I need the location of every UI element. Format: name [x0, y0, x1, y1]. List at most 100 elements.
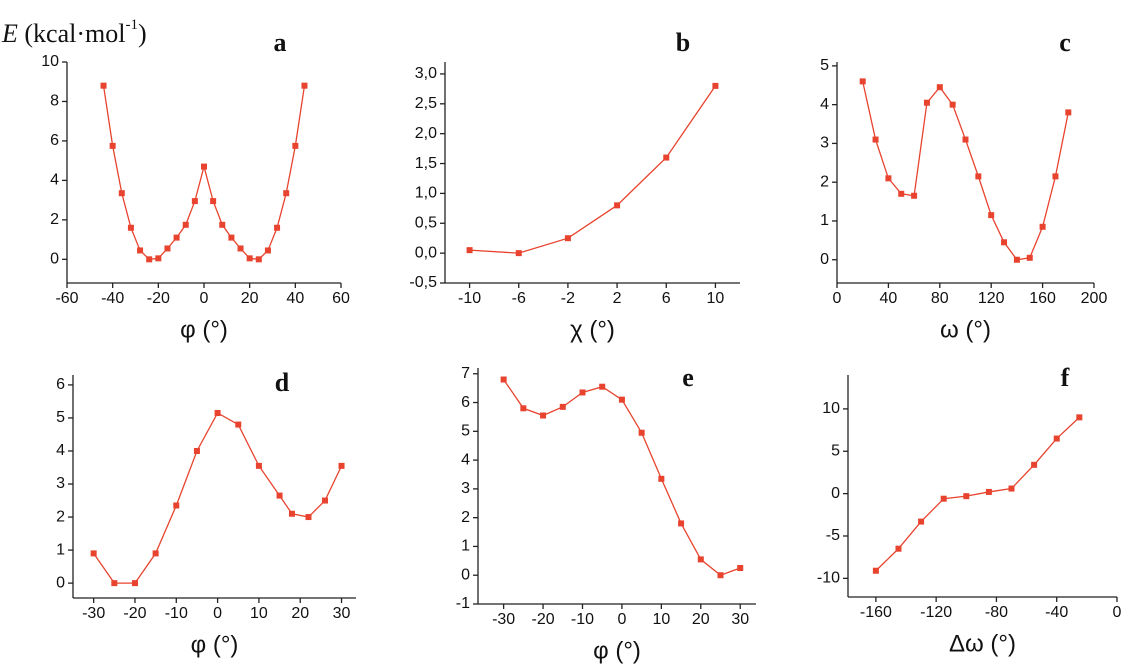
data-point — [214, 409, 221, 416]
x-tick-label: 120 — [978, 290, 1005, 307]
data-point — [235, 421, 242, 428]
data-point — [564, 235, 571, 242]
data-point — [895, 545, 902, 552]
data-point — [164, 245, 171, 252]
y-unit: (kcal·mol — [24, 19, 125, 48]
y-tick-label: 5 — [831, 442, 840, 459]
data-point — [1039, 223, 1046, 230]
data-point — [936, 84, 943, 91]
data-point — [985, 488, 992, 495]
data-point — [237, 245, 244, 252]
data-point — [111, 580, 118, 587]
data-line — [93, 412, 343, 584]
data-point — [274, 224, 281, 231]
y-tick-label: 0 — [50, 251, 59, 268]
y-tick-label: 3 — [820, 135, 829, 152]
x-tick-label: -10 — [458, 290, 481, 307]
data-point — [885, 175, 892, 182]
y-tick-label: 1 — [461, 538, 470, 555]
data-point — [146, 256, 153, 263]
data-point — [292, 142, 299, 149]
x-axis-label: ω (°) — [940, 316, 991, 343]
data-point — [949, 101, 956, 108]
data-point — [210, 198, 217, 205]
x-tick-label: 30 — [731, 611, 749, 628]
y-tick-label: 0,5 — [415, 214, 437, 231]
y-tick-label: 4 — [820, 96, 829, 113]
data-point — [466, 247, 473, 254]
y-tick-label: 1,5 — [415, 155, 437, 172]
data-point — [697, 556, 704, 563]
x-tick-label: 40 — [880, 290, 898, 307]
y-tick-label: 0 — [831, 485, 840, 502]
data-line — [862, 81, 1069, 261]
x-tick-label: 40 — [286, 290, 304, 307]
data-point — [962, 136, 969, 143]
x-axis-label: Δω (°) — [949, 630, 1016, 657]
x-axis-label: φ (°) — [180, 316, 228, 343]
data-point — [131, 580, 138, 587]
data-point — [228, 234, 235, 241]
x-tick-label: 10 — [250, 605, 268, 622]
y-tick-label: 4 — [461, 451, 470, 468]
data-point — [173, 234, 180, 241]
y-tick-label: 6 — [50, 132, 59, 149]
y-tick-label: 0 — [56, 574, 65, 591]
data-point — [1065, 109, 1072, 116]
x-tick-label: -40 — [101, 290, 124, 307]
y-tick-label: 3 — [56, 475, 65, 492]
x-tick-label: 2 — [613, 290, 622, 307]
data-point — [191, 198, 198, 205]
x-tick-label: 30 — [333, 605, 351, 622]
data-point — [90, 550, 97, 557]
y-tick-label: 2 — [56, 508, 65, 525]
data-point — [940, 495, 947, 502]
data-point — [219, 221, 226, 228]
x-tick-label: -10 — [165, 605, 188, 622]
data-point — [599, 383, 606, 390]
x-tick-label: -60 — [55, 290, 78, 307]
data-point — [182, 221, 189, 228]
x-axis-label: φ (°) — [593, 637, 641, 664]
data-point — [1008, 485, 1015, 492]
x-tick-label: -20 — [532, 611, 555, 628]
data-point — [540, 412, 547, 419]
y-exponent: -1 — [125, 17, 138, 33]
data-point — [201, 163, 207, 170]
data-point — [559, 403, 566, 410]
data-point — [109, 142, 116, 149]
y-tick-label: 3 — [461, 480, 470, 497]
panel-letter: a — [274, 28, 287, 57]
data-point — [658, 475, 665, 482]
data-point — [1013, 256, 1020, 263]
x-tick-label: -160 — [860, 604, 892, 621]
data-point — [322, 497, 329, 504]
data-point — [255, 462, 262, 469]
y-tick-label: 5 — [461, 423, 470, 440]
data-point — [118, 190, 125, 197]
data-point — [500, 376, 507, 383]
data-point — [193, 447, 200, 454]
x-axis-label: φ (°) — [191, 631, 239, 658]
y-tick-label: 2,5 — [415, 95, 437, 112]
y-tick-label: 2,0 — [415, 125, 437, 142]
x-tick-label: 80 — [931, 290, 949, 307]
x-tick-label: 0 — [617, 611, 626, 628]
data-point — [152, 550, 159, 557]
data-point — [520, 405, 527, 412]
y-tick-label: 3,0 — [415, 65, 437, 82]
data-point — [614, 202, 621, 209]
data-point — [100, 82, 107, 89]
data-point — [137, 247, 144, 254]
data-line — [102, 85, 306, 261]
data-point — [1001, 239, 1008, 246]
x-tick-label: 10 — [652, 611, 670, 628]
data-line — [469, 85, 716, 254]
data-point — [618, 396, 625, 403]
data-point — [898, 190, 905, 197]
data-point — [1076, 414, 1083, 421]
x-tick-label: 20 — [241, 290, 259, 307]
data-point — [1052, 173, 1059, 180]
data-point — [127, 224, 134, 231]
